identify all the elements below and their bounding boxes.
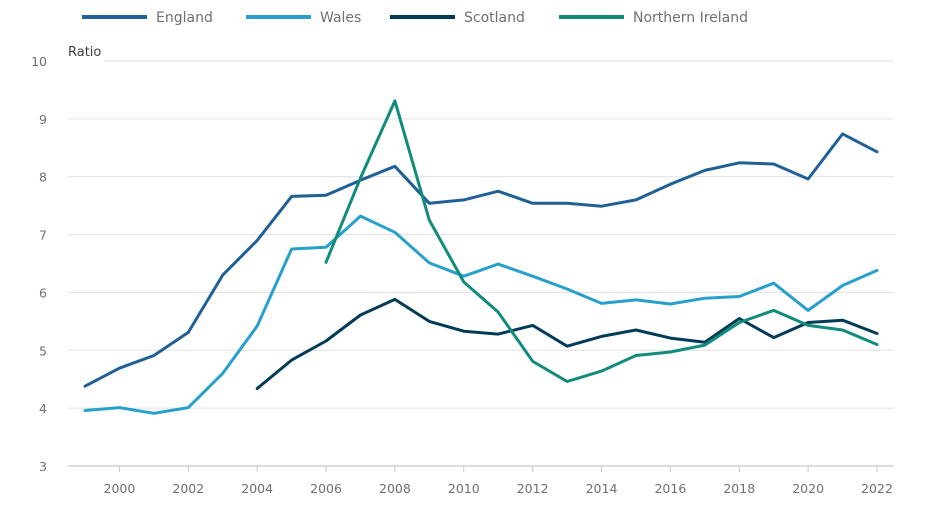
- series-line-scotland: [255, 297, 879, 390]
- x-tick-label: 2004: [241, 481, 273, 496]
- legend: England Wales Scotland Northern Ireland: [82, 10, 748, 26]
- x-tick-label: 2002: [172, 481, 204, 496]
- x-tick-label: 2010: [448, 481, 480, 496]
- x-tick-label: 2006: [310, 481, 342, 496]
- y-tick-label: 9: [39, 112, 47, 127]
- y-axis-label: Ratio: [68, 45, 101, 60]
- x-tick-label: 2018: [723, 481, 755, 496]
- y-tick-label: 10: [31, 54, 47, 69]
- x-tick-label: 2014: [586, 481, 618, 496]
- y-tick-label: 8: [39, 170, 47, 185]
- legend-label: Wales: [320, 10, 361, 26]
- series-line-england: [83, 132, 879, 388]
- y-tick-label: 3: [39, 459, 47, 474]
- legend-label: England: [156, 10, 213, 26]
- x-tick-label: 2008: [379, 481, 411, 496]
- x-tick-label: 2020: [792, 481, 824, 496]
- legend-label: Scotland: [464, 10, 525, 26]
- y-axis: 3 4 5 6 7 8 9 10: [31, 54, 47, 474]
- legend-item-northern-ireland: Northern Ireland: [559, 10, 748, 26]
- series-line-wales: [83, 214, 879, 415]
- x-tick-label: 2000: [104, 481, 136, 496]
- legend-item-scotland: Scotland: [390, 10, 525, 26]
- y-tick-label: 7: [39, 228, 47, 243]
- legend-label: Northern Ireland: [633, 10, 748, 26]
- x-axis: 2000 2002 2004 2006 2008 2010 2012 2014 2016 2018…: [104, 466, 893, 496]
- series-lines: [83, 99, 879, 415]
- x-tick-label: 2012: [517, 481, 549, 496]
- y-tick-label: 5: [39, 343, 47, 358]
- gridlines: [68, 60, 894, 467]
- y-tick-label: 4: [39, 401, 47, 416]
- series-line-northern-ireland: [324, 99, 879, 383]
- x-tick-label: 2022: [861, 481, 893, 496]
- legend-item-england: England: [82, 10, 213, 26]
- legend-item-wales: Wales: [246, 10, 361, 26]
- x-tick-label: 2016: [654, 481, 686, 496]
- y-tick-label: 6: [39, 285, 47, 300]
